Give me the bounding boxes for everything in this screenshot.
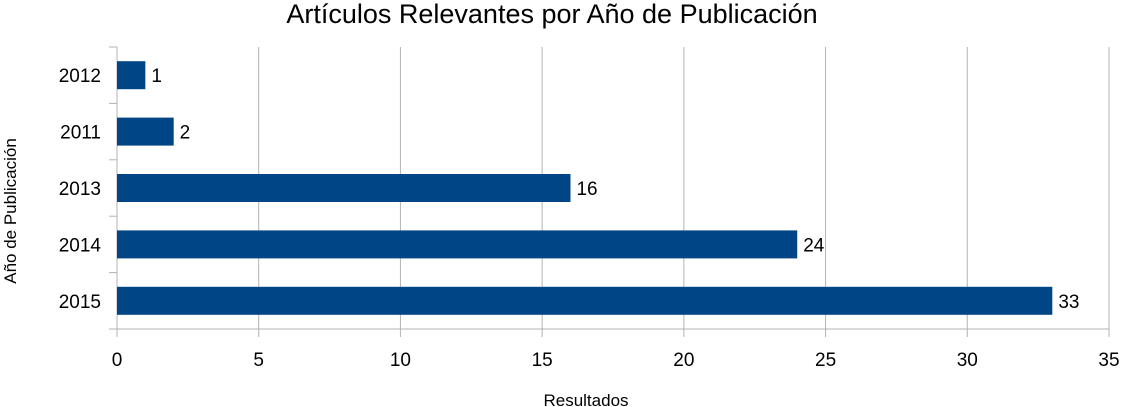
y-axis-title: Año de Publicación <box>1 138 20 284</box>
x-tick-label: 30 <box>957 350 978 371</box>
y-tick-label-2011: 2011 <box>60 123 101 144</box>
x-tick-label: 10 <box>390 350 411 371</box>
bar-2013 <box>117 174 571 202</box>
bars <box>117 61 1053 315</box>
bar-2012 <box>117 61 146 90</box>
data-label-2015: 33 <box>1058 292 1079 313</box>
bar-2014 <box>117 230 798 259</box>
y-tick-labels: 2012 2011 2013 2014 2015 <box>59 66 102 313</box>
data-labels: 1 2 16 24 33 <box>151 66 1079 313</box>
y-tick-label-2014: 2014 <box>59 235 102 256</box>
data-label-2014: 24 <box>803 235 825 256</box>
x-tick-label: 0 <box>112 350 123 371</box>
gridlines <box>109 46 1110 337</box>
bar-2015 <box>117 286 1053 315</box>
y-tick-label-2013: 2013 <box>59 179 101 200</box>
y-tick-label-2012: 2012 <box>59 66 101 87</box>
data-label-2013: 16 <box>576 179 597 200</box>
x-tick-label: 25 <box>815 350 836 371</box>
bar-2011 <box>117 117 174 146</box>
x-tick-label: 20 <box>673 350 694 371</box>
x-tick-label: 15 <box>532 350 553 371</box>
data-label-2012: 1 <box>151 66 162 87</box>
data-label-2011: 2 <box>180 123 191 144</box>
chart-title: Artículos Relevantes por Año de Publicac… <box>286 0 817 29</box>
x-tick-label: 35 <box>1098 350 1119 371</box>
x-tick-label: 5 <box>253 350 264 371</box>
x-axis-title: Resultados <box>543 391 628 407</box>
x-tick-labels: 0 5 10 15 20 25 30 35 <box>112 350 1120 371</box>
y-tick-label-2015: 2015 <box>59 292 101 313</box>
